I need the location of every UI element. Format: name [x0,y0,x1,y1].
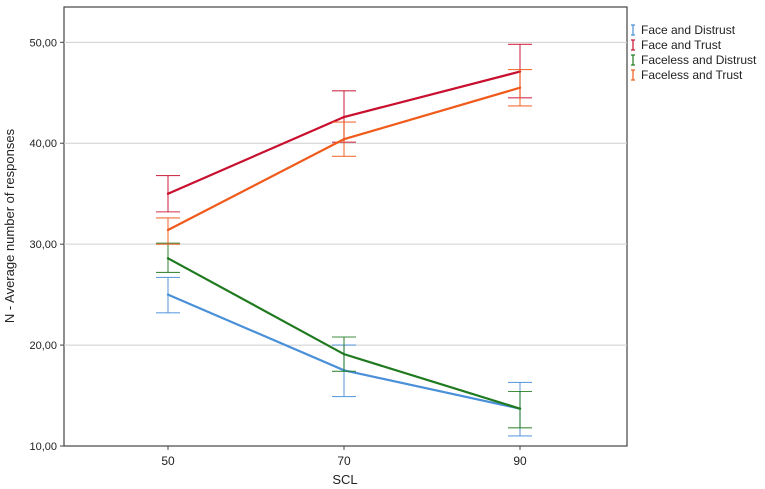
legend-item: Faceless and Distrust [631,53,757,67]
y-tick-label: 50,00 [29,37,57,49]
legend-label: Faceless and Distrust [641,53,757,67]
series-faceless-and-distrust [156,242,532,429]
data-point [166,293,170,296]
legend-label: Faceless and Trust [641,68,743,82]
x-axis-ticks: 50 70 90 [161,446,527,468]
legend-label: Face and Distrust [641,23,736,37]
data-point [518,407,522,410]
y-tick-label: 10,00 [29,441,57,453]
series-faceless-and-trust [156,69,532,245]
x-tick-label: 70 [337,454,351,468]
data-point [518,86,522,89]
plot-frame [63,6,628,447]
legend-label: Face and Trust [641,38,722,52]
x-tick-label: 90 [513,454,527,468]
y-tick-label: 40,00 [29,138,57,150]
series-layer [156,43,532,437]
legend-item: Faceless and Trust [631,68,743,82]
data-point [342,138,346,141]
data-point [166,228,170,232]
data-point [166,192,170,195]
gridlines [64,41,627,346]
data-point [342,352,346,356]
data-point [342,115,346,119]
y-axis-label: N - Average number of responses [2,128,17,323]
data-point [166,257,170,260]
x-tick-label: 50 [161,454,175,468]
y-axis-ticks: 10,00 20,00 30,00 40,00 50,00 [29,37,64,453]
x-axis-label: SCL [332,472,357,487]
y-tick-label: 20,00 [29,340,57,352]
legend-box [628,18,764,86]
legend-item: Face and Distrust [631,23,736,37]
legend-item: Face and Trust [631,38,722,52]
y-tick-label: 30,00 [29,239,57,251]
